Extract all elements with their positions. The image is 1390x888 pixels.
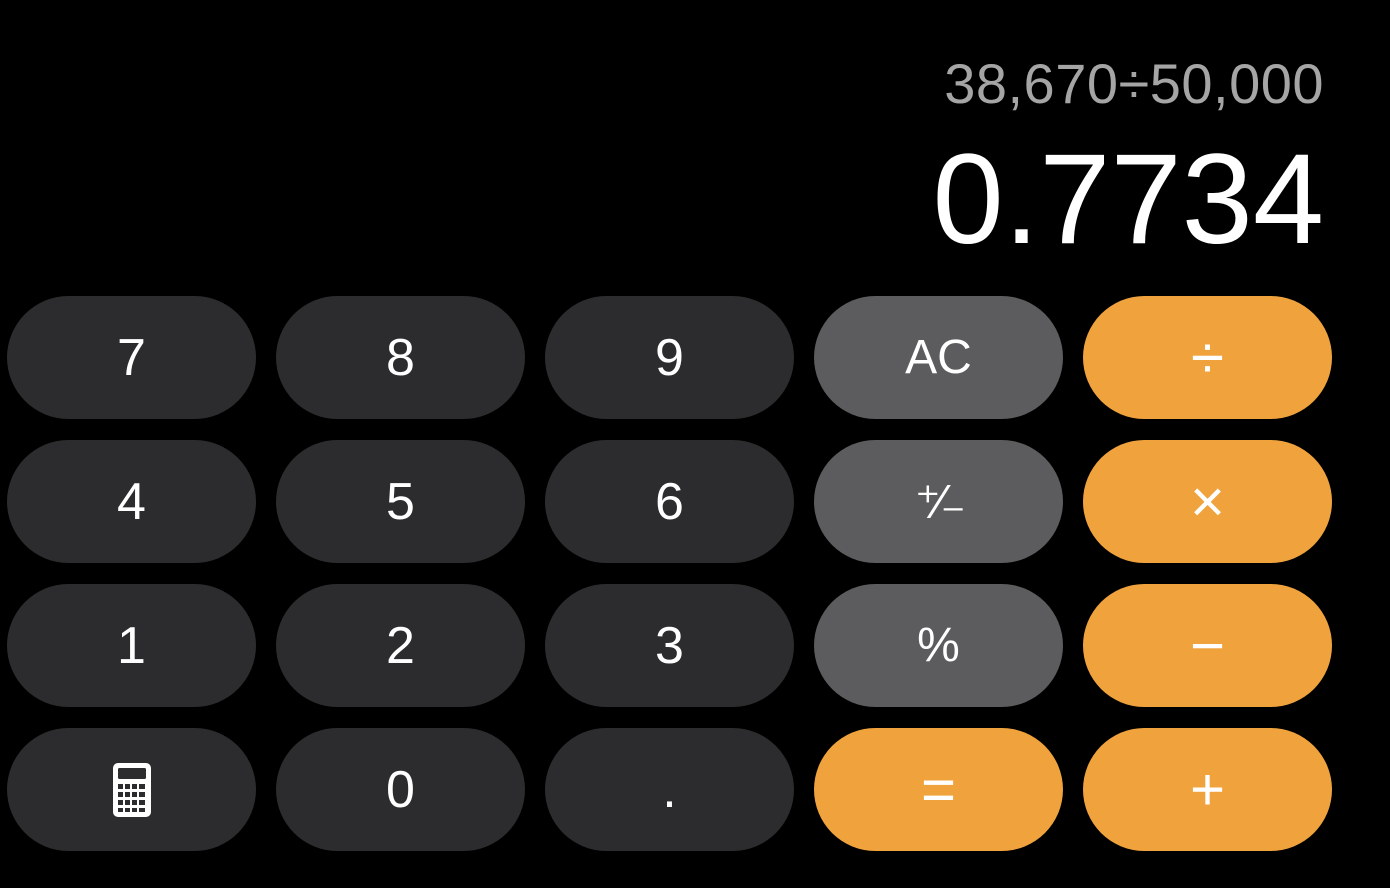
key-9-label: 9 xyxy=(655,328,684,387)
expression-text: 38,670÷50,000 xyxy=(944,52,1324,115)
key-7-label: 7 xyxy=(117,328,146,387)
multiply-button[interactable]: × xyxy=(1083,440,1332,563)
divide-label: ÷ xyxy=(1191,324,1224,391)
key-3-label: 3 xyxy=(655,616,684,675)
percent-button[interactable]: % xyxy=(814,584,1063,707)
equals-label: = xyxy=(920,756,957,823)
keypad: 7 8 9 AC ÷ 4 5 6 ⁺∕₋ × 1 2 3 % − xyxy=(7,296,1335,854)
key-3[interactable]: 3 xyxy=(545,584,794,707)
key-6[interactable]: 6 xyxy=(545,440,794,563)
key-0[interactable]: 0 xyxy=(276,728,525,851)
all-clear-button[interactable]: AC xyxy=(814,296,1063,419)
key-5-label: 5 xyxy=(386,472,415,531)
decimal-label: . xyxy=(662,760,677,819)
key-6-label: 6 xyxy=(655,472,684,531)
key-7[interactable]: 7 xyxy=(7,296,256,419)
key-1[interactable]: 1 xyxy=(7,584,256,707)
key-2-label: 2 xyxy=(386,616,415,675)
key-9[interactable]: 9 xyxy=(545,296,794,419)
result-text: 0.7734 xyxy=(932,128,1325,271)
key-0-label: 0 xyxy=(386,760,415,819)
key-1-label: 1 xyxy=(117,616,146,675)
key-8[interactable]: 8 xyxy=(276,296,525,419)
multiply-label: × xyxy=(1189,468,1226,535)
subtract-label: − xyxy=(1189,612,1226,679)
key-2[interactable]: 2 xyxy=(276,584,525,707)
subtract-button[interactable]: − xyxy=(1083,584,1332,707)
calculator-display: 38,670÷50,000 0.7734 xyxy=(0,0,1390,290)
key-4-label: 4 xyxy=(117,472,146,531)
calculator-icon xyxy=(112,762,151,817)
decimal-button[interactable]: . xyxy=(545,728,794,851)
key-5[interactable]: 5 xyxy=(276,440,525,563)
equals-button[interactable]: = xyxy=(814,728,1063,851)
all-clear-label: AC xyxy=(905,331,972,384)
key-4[interactable]: 4 xyxy=(7,440,256,563)
add-button[interactable]: + xyxy=(1083,728,1332,851)
percent-label: % xyxy=(917,619,960,672)
divide-button[interactable]: ÷ xyxy=(1083,296,1332,419)
calculator-mode-button[interactable] xyxy=(7,728,256,851)
add-label: + xyxy=(1189,756,1226,823)
plus-minus-button[interactable]: ⁺∕₋ xyxy=(814,440,1063,563)
plus-minus-label: ⁺∕₋ xyxy=(915,475,966,529)
key-8-label: 8 xyxy=(386,328,415,387)
